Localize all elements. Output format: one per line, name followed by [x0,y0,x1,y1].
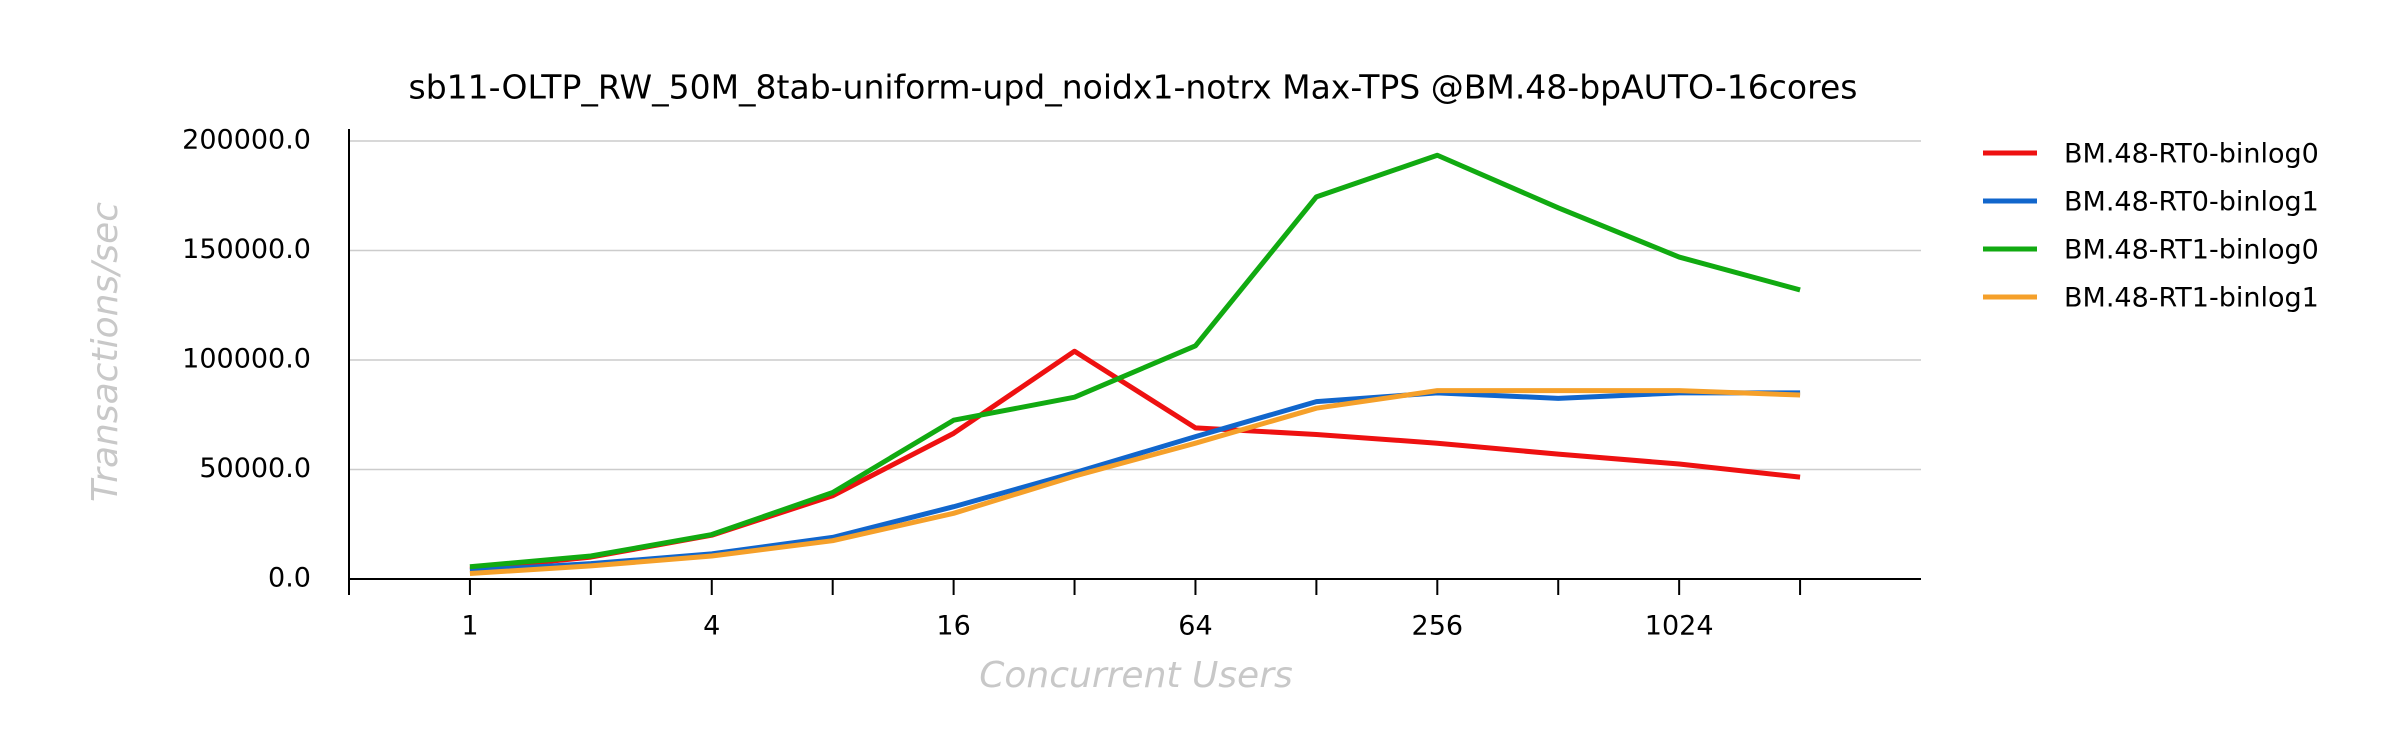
y-tick-label: 50000.0 [199,453,311,484]
series-line [469,388,1801,577]
x-tick-label: 1 [461,611,478,642]
series-line [469,152,1801,570]
x-tick-label: 256 [1412,611,1464,642]
y-tick-label: 200000.0 [182,125,311,156]
legend-label: BM.48-RT0-binlog1 [2064,187,2319,218]
legend-label: BM.48-RT0-binlog0 [2064,139,2319,170]
y-tick-label: 0.0 [268,563,311,594]
legend-label: BM.48-RT1-binlog1 [2064,283,2319,314]
y-tick-label: 150000.0 [182,234,311,265]
x-tick-label: 4 [703,611,720,642]
x-tick-label: 64 [1178,611,1212,642]
y-tick-label: 100000.0 [182,344,311,375]
x-tick-label: 16 [936,611,970,642]
x-axis-label: Concurrent Users [979,655,1293,696]
x-tick-label: 1024 [1645,611,1714,642]
legend-label: BM.48-RT1-binlog0 [2064,235,2319,266]
y-axis-label: Transactions/sec [85,202,126,502]
chart-title: sb11-OLTP_RW_50M_8tab-uniform-upd_noidx1… [409,68,1858,107]
